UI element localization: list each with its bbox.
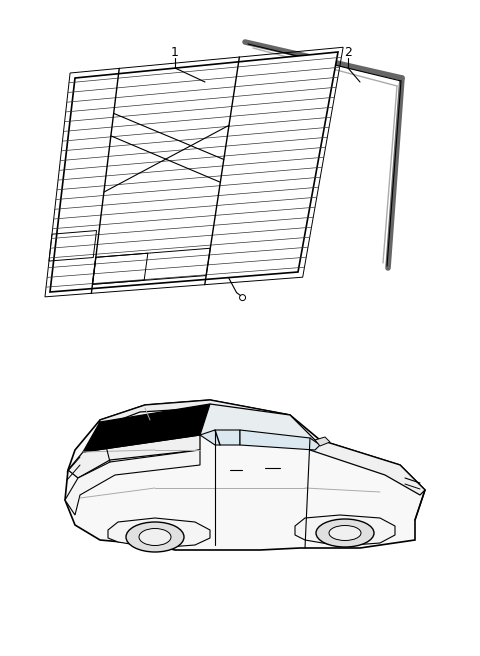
Polygon shape [310,440,425,495]
Ellipse shape [329,525,361,541]
Polygon shape [315,437,330,446]
Polygon shape [65,400,425,550]
Polygon shape [200,430,240,445]
Polygon shape [65,450,200,515]
Polygon shape [50,52,338,292]
Polygon shape [98,400,290,428]
Ellipse shape [139,529,171,546]
Text: 1: 1 [171,45,179,58]
Polygon shape [240,430,320,450]
Polygon shape [200,404,320,445]
Polygon shape [295,515,395,546]
Polygon shape [108,518,210,548]
Polygon shape [68,435,200,478]
Text: 2: 2 [344,45,352,58]
Polygon shape [83,404,210,452]
Ellipse shape [126,522,184,552]
Ellipse shape [316,519,374,547]
